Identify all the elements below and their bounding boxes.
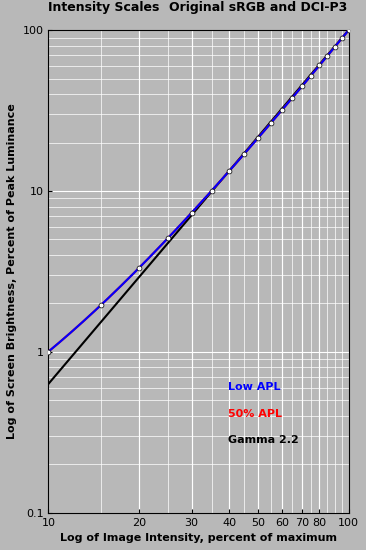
Text: Gamma 2.2: Gamma 2.2 bbox=[228, 436, 299, 446]
Text: Original sRGB and DCI-P3: Original sRGB and DCI-P3 bbox=[169, 1, 347, 14]
Text: Low APL: Low APL bbox=[228, 382, 281, 392]
Text: Intensity Scales: Intensity Scales bbox=[48, 1, 160, 14]
X-axis label: Log of Image Intensity, percent of maximum: Log of Image Intensity, percent of maxim… bbox=[60, 533, 337, 543]
Text: 50% APL: 50% APL bbox=[228, 409, 283, 419]
Y-axis label: Log of Screen Brightness, Percent of Peak Luminance: Log of Screen Brightness, Percent of Pea… bbox=[7, 103, 17, 439]
